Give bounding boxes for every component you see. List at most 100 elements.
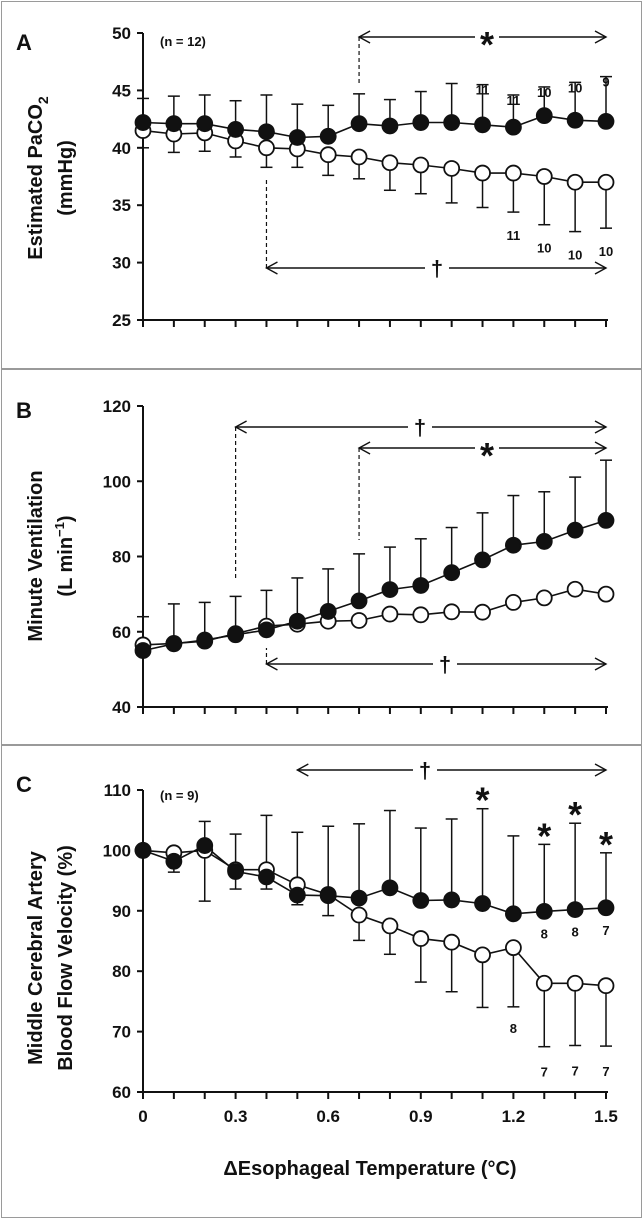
panel-a-y-tick-label: 25: [112, 311, 131, 330]
panel-c-y-tick-label: 60: [112, 1083, 131, 1102]
panel-a-n-label: (n = 12): [160, 34, 206, 49]
panel-c-x-tick-label: 0.3: [224, 1107, 248, 1126]
panel-b-sig-symbol-star: *: [480, 435, 494, 476]
panel-a-point-filled: [566, 111, 584, 129]
panel-b-point-open: [535, 589, 553, 607]
panel-a-point-filled: [443, 114, 461, 131]
panel-b-point-filled: [474, 551, 491, 569]
panel-c-x-tick-label: 1.2: [502, 1107, 526, 1126]
panel-c-x-tick-label: 0: [138, 1107, 147, 1126]
panel-c-x-tick-label: 0.9: [409, 1107, 433, 1126]
panel-a-point-filled: [196, 115, 214, 133]
panel-a-point-filled: [350, 115, 368, 133]
panel-b-frame: [1, 369, 642, 745]
panel-a-n-annotation: 10: [537, 241, 551, 256]
panel-a-point-filled: [597, 112, 615, 130]
panel-a-n-annotation: 11: [507, 228, 521, 243]
panel-b-y-tick-label: 40: [112, 698, 131, 717]
panel-a-sig-gap: [425, 264, 449, 272]
panel-a-point-filled: [535, 107, 553, 125]
panel-c-point-open: [412, 930, 430, 947]
panel-a-y-tick-label: 45: [112, 81, 131, 100]
panel-c-point-filled: [227, 863, 245, 880]
panel-c-significance-star: *: [599, 824, 613, 865]
panel-a-n-annotation: 10: [568, 248, 582, 263]
x-axis-label: ΔEsophageal Temperature (°C): [223, 1158, 516, 1180]
panel-b-point-filled: [566, 521, 584, 539]
panel-a-n-annotation: 10: [537, 85, 551, 100]
panel-c-point-filled: [443, 891, 461, 909]
panel-a-n-annotation: 9: [602, 75, 609, 90]
panel-b-point-filled: [505, 536, 522, 554]
panel-c-point-open: [443, 933, 461, 951]
panel-c-point-open: [350, 906, 368, 924]
panel-c-ylabel-line1: Middle Cerebral Artery: [25, 850, 47, 1065]
panel-b-y-tick-label: 100: [103, 472, 131, 491]
panel-a-point-open: [350, 148, 368, 166]
panel-b-point-filled: [165, 635, 183, 653]
panel-c-sig-gap: [413, 766, 437, 774]
panel-a-y-tick-label: 35: [112, 196, 131, 215]
panel-b-sig-symbol-dagger: †: [414, 415, 426, 440]
panel-a-ylabel-line1: Estimated PaCO2: [25, 96, 51, 260]
panel-b-point-filled: [535, 533, 553, 550]
panel-c-n-annotation: 8: [572, 925, 579, 940]
panel-b-sig-gap: [408, 423, 432, 431]
panel-a-point-open: [319, 146, 337, 164]
panel-c-point-filled: [505, 905, 522, 923]
panel-a-point-open: [597, 173, 615, 191]
panel-a-series-line-open: [142, 129, 606, 183]
panel-c-point-filled: [165, 852, 183, 870]
panel-c-sig-arrow-left: [295, 763, 309, 777]
panel-a-point-open: [535, 168, 553, 185]
panel-a-point-filled: [165, 115, 183, 133]
panel-a-point-filled: [381, 117, 399, 135]
panel-b-point-filled: [134, 642, 152, 659]
panel-c-y-tick-label: 90: [112, 902, 131, 921]
panel-a-point-filled: [474, 116, 491, 134]
panel-a-y-tick-label: 50: [112, 24, 131, 43]
panel-c-frame: [1, 745, 642, 1218]
panel-c-point-filled: [597, 899, 615, 917]
panel-c-point-filled: [196, 837, 214, 854]
panel-c-point-open: [566, 974, 584, 992]
panel-a-letter: A: [16, 30, 32, 55]
panel-a-point-filled: [258, 123, 275, 141]
panel-b-sig-arrow-right: [594, 420, 608, 434]
panel-b-ylabel-line2: (L min−1): [52, 515, 77, 596]
panel-c-sig-symbol-dagger: †: [419, 758, 431, 783]
panel-c-significance-star: *: [476, 780, 490, 821]
panel-c-point-filled: [381, 879, 399, 897]
panel-a-point-filled: [412, 114, 430, 131]
panel-a-n-annotation: 10: [568, 80, 582, 95]
panel-a-sig-symbol-star: *: [480, 24, 494, 65]
panel-b-point-filled: [227, 626, 245, 644]
panel-b-y-tick-label: 80: [112, 548, 131, 567]
panel-b-point-filled: [412, 577, 430, 594]
panel-b-point-filled: [350, 592, 368, 610]
panel-a-ylabel-line2: (mmHg): [55, 140, 77, 216]
panel-b-point-filled: [443, 564, 461, 582]
panel-a-point-open: [258, 139, 275, 157]
panel-a-n-annotation: 10: [599, 244, 613, 259]
panel-c-n-annotation: 8: [510, 1021, 517, 1036]
panel-c-y-tick-label: 100: [103, 841, 131, 860]
panel-b-sig-arrow-right: [594, 441, 608, 455]
panel-a-series-line-filled: [142, 114, 607, 139]
panel-c-point-filled: [258, 868, 275, 886]
panel-c-n-annotation: 7: [602, 923, 609, 938]
panel-c-point-filled: [350, 889, 368, 907]
panel-c-significance-star: *: [537, 815, 551, 856]
panel-c-n-annotation: 7: [602, 1064, 609, 1079]
panel-a-sig-gap: [475, 33, 499, 41]
panel-b-point-open: [443, 603, 461, 621]
panel-a-n-annotation: 11: [476, 83, 490, 98]
panel-b-sig-symbol-dagger: †: [439, 652, 451, 677]
panel-b-point-open: [505, 594, 522, 611]
panel-b-point-filled: [597, 511, 615, 529]
panel-c-y-tick-label: 70: [112, 1023, 131, 1042]
panel-b-sig-gap: [475, 444, 499, 452]
panel-a-y-tick-label: 30: [112, 254, 131, 273]
